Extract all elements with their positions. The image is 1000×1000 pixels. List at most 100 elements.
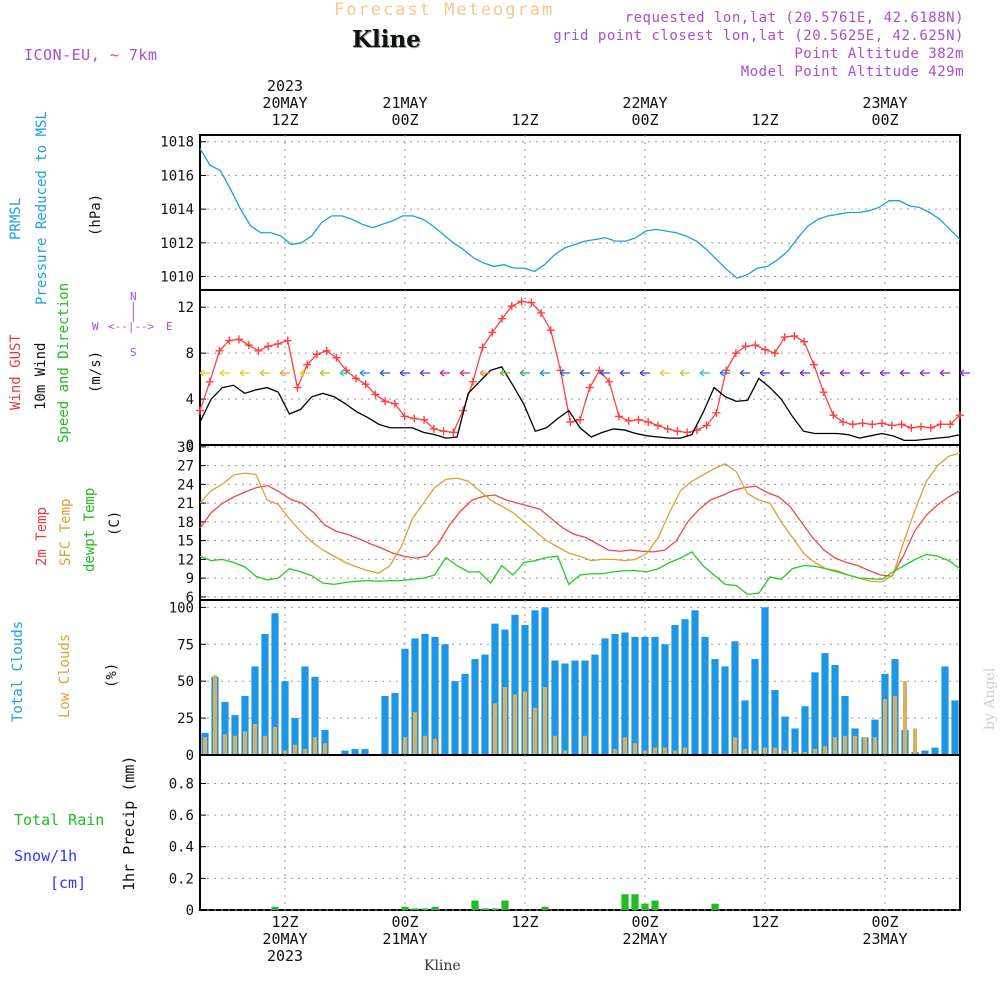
precip-ytick-label: 0 — [186, 903, 194, 919]
gust-marker — [897, 420, 906, 429]
precip-bar — [641, 903, 649, 910]
wind-ytick-label: 4 — [186, 392, 194, 408]
footer-location: Kline — [424, 958, 461, 974]
time-axis-tick: 22MAY 00Z — [595, 78, 695, 129]
time-axis-line3: 12Z — [751, 111, 779, 129]
precip-panel: 0 0.2 0.4 0.6 0.8 — [169, 754, 961, 919]
wind-arrow-head — [439, 369, 445, 377]
clouds-bar — [633, 743, 637, 755]
clouds-bar — [361, 749, 369, 755]
gust-marker — [936, 420, 945, 429]
wind-series-wind-gust — [199, 300, 961, 434]
clouds-bar — [811, 672, 819, 755]
clouds-bar — [903, 681, 907, 755]
clouds-bar — [581, 660, 589, 755]
gust-marker — [605, 377, 614, 386]
wind-arrow — [319, 369, 330, 377]
clouds-bar — [683, 747, 687, 755]
wind-arrow-head — [539, 369, 545, 377]
requested-coords: requested lon,lat (20.5761E, 42.6188N) — [624, 10, 964, 26]
wind-arrow-head — [719, 369, 725, 377]
precip-bar — [501, 900, 509, 910]
wind-arrow-head — [779, 369, 785, 377]
clouds-bar — [261, 633, 269, 755]
temperature-ytick-label: 30 — [177, 440, 194, 456]
clouds-bar — [493, 703, 497, 755]
wind-arrow-head — [659, 369, 665, 377]
clouds-bar — [743, 749, 747, 755]
wind-ytick-label: 0 — [186, 438, 194, 454]
precip-bar — [491, 908, 499, 910]
precip-bar — [621, 894, 629, 910]
clouds-bar — [313, 737, 317, 755]
clouds-bar — [543, 687, 547, 755]
clouds-bar — [553, 735, 557, 755]
time-axis-tick: 12Z — [715, 78, 815, 129]
clouds-bar — [233, 735, 237, 755]
clouds-bar — [821, 653, 829, 755]
pressure-ytick-label: 1012 — [160, 236, 194, 252]
clouds-bar — [823, 746, 827, 755]
location-title: Kline — [352, 26, 421, 53]
wind-arrow — [839, 369, 850, 377]
wind-arrow — [659, 369, 670, 377]
wind-arrow — [859, 369, 870, 377]
clouds-bar — [731, 641, 739, 755]
gust-marker — [878, 419, 887, 428]
clouds-bar — [791, 728, 799, 755]
time-axis-line3 — [715, 948, 815, 965]
clouds-bar — [223, 734, 227, 755]
clouds-bar — [561, 663, 569, 755]
wind-arrow — [879, 369, 890, 377]
clouds-bar — [583, 735, 587, 755]
pressure-ytick-label: 1010 — [160, 270, 194, 286]
wind-arrow — [419, 369, 430, 377]
wind-arrow — [539, 369, 550, 377]
time-axis-line1: 00Z — [631, 913, 659, 931]
clouds-bar — [241, 695, 249, 755]
pressure-series-prmsl — [199, 148, 961, 279]
compass-n: N — [130, 290, 137, 303]
time-axis-line2: 22MAY — [622, 94, 668, 112]
wind-arrow-head — [339, 369, 345, 377]
temperature-panel: 6 9 12 15 18 21 24 27 30 — [177, 440, 961, 606]
gust-marker — [926, 423, 935, 432]
time-axis-tick: 21MAY 00Z — [355, 78, 455, 129]
clouds-ytick-label: 50 — [177, 674, 194, 690]
gust-marker — [488, 328, 497, 337]
clouds-bar — [471, 659, 479, 755]
gust-marker — [595, 366, 604, 375]
gust-marker — [809, 360, 818, 369]
gust-marker — [614, 412, 623, 421]
gust-marker — [449, 428, 458, 437]
precip-bar — [631, 894, 639, 910]
precip-ytick-label: 0.4 — [169, 840, 194, 856]
clouds-bar — [461, 673, 469, 755]
gust-marker — [663, 424, 672, 433]
clouds-bar — [481, 654, 489, 755]
clouds-bar — [853, 735, 857, 755]
clouds-bar — [613, 749, 617, 755]
gust-marker — [429, 424, 438, 433]
time-axis-line3: 2023 — [266, 947, 304, 965]
gust-marker — [624, 416, 633, 425]
clouds-bar — [813, 749, 817, 755]
wind-series-10m-wind — [199, 366, 961, 442]
clouds-bar — [323, 743, 327, 755]
gust-marker — [303, 360, 312, 369]
wind-arrow-head — [739, 369, 745, 377]
wind-arrow — [199, 369, 210, 377]
time-axis-line1: 00Z — [871, 913, 899, 931]
wind-arrow — [799, 369, 810, 377]
gust-marker — [751, 341, 760, 350]
clouds-bar — [883, 698, 887, 755]
gust-marker — [702, 421, 711, 430]
wind-arrow — [759, 369, 770, 377]
clouds-bar — [441, 644, 449, 755]
temperature-series-2m-temp — [199, 484, 961, 577]
precip-bar — [411, 908, 419, 910]
clouds-bar — [391, 693, 399, 755]
clouds-ytick-label: 75 — [177, 637, 194, 653]
wind-arrow — [279, 369, 290, 377]
